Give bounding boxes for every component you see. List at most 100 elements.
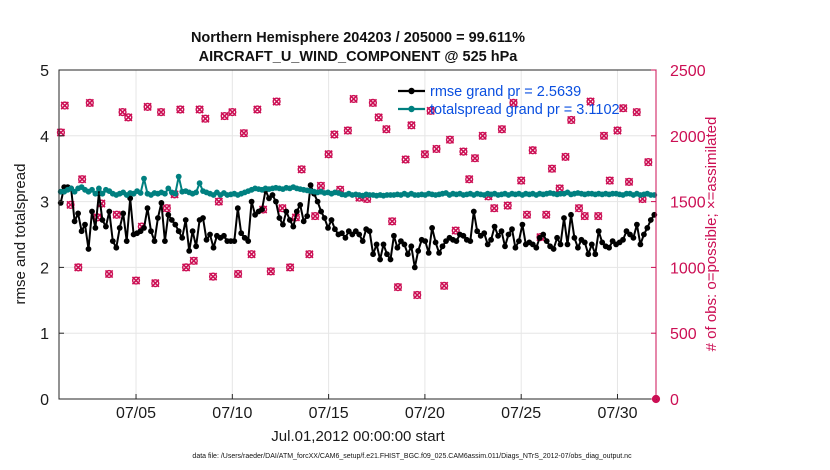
obs-assimilated-marker bbox=[470, 154, 480, 163]
rmse-point bbox=[377, 256, 383, 263]
rmse-point bbox=[342, 234, 349, 241]
rmse-point bbox=[453, 238, 460, 245]
obs-possible-marker bbox=[234, 269, 243, 279]
obs-possible-marker bbox=[574, 204, 584, 213]
obs-possible-marker bbox=[143, 102, 152, 111]
obs-possible-marker bbox=[60, 101, 69, 110]
rmse-point bbox=[488, 236, 494, 243]
rmse-point bbox=[474, 228, 481, 235]
obs-assimilated-marker bbox=[393, 282, 403, 292]
legend-spread-label: totalspread grand pr = 3.1102 bbox=[430, 102, 620, 118]
rmse-point bbox=[606, 244, 612, 251]
rmse-point bbox=[384, 251, 390, 258]
obs-assimilated-marker bbox=[555, 184, 564, 193]
obs-assimilated-marker bbox=[162, 204, 172, 213]
rmse-point bbox=[148, 228, 154, 235]
obs-assimilated-marker bbox=[124, 113, 133, 122]
rmse-point bbox=[581, 239, 588, 246]
obs-possible-marker bbox=[162, 204, 171, 213]
rmse-point bbox=[516, 238, 522, 245]
obs-assimilated-marker bbox=[413, 290, 422, 300]
rmse-point bbox=[189, 228, 196, 235]
obs-possible-marker bbox=[580, 211, 589, 221]
rmse-point bbox=[373, 241, 380, 248]
rmse-point bbox=[314, 198, 321, 205]
rmse-point bbox=[162, 238, 168, 245]
obs-possible-marker bbox=[151, 279, 160, 288]
rmse-point bbox=[151, 238, 158, 245]
obs-possible-marker bbox=[451, 226, 460, 235]
rmse-point bbox=[519, 221, 526, 228]
spread-point bbox=[196, 180, 203, 187]
obs-possible-marker bbox=[445, 135, 455, 144]
obs-possible-marker bbox=[74, 263, 83, 272]
rmse-point bbox=[394, 244, 401, 251]
obs-assimilated-marker bbox=[624, 177, 634, 187]
y-left-tick-label: 5 bbox=[40, 63, 49, 80]
obs-assimilated-marker bbox=[104, 269, 114, 279]
obs-possible-marker bbox=[195, 105, 204, 114]
obs-assimilated-marker bbox=[439, 281, 449, 290]
obs-possible-marker bbox=[586, 97, 595, 106]
rmse-point bbox=[495, 232, 501, 239]
obs-possible-marker bbox=[470, 154, 480, 163]
obs-possible-marker bbox=[407, 121, 416, 130]
rmse-point bbox=[568, 211, 574, 218]
obs-possible-marker bbox=[78, 175, 87, 184]
obs-possible-marker bbox=[547, 164, 557, 173]
obs-possible-marker bbox=[374, 113, 383, 122]
obs-possible-marker bbox=[324, 150, 333, 159]
obs-possible-marker bbox=[490, 204, 499, 213]
rmse-point bbox=[168, 217, 175, 223]
rmse-point bbox=[408, 243, 415, 250]
rmse-point bbox=[123, 238, 130, 245]
x-axis-label: Jul.01,2012 00:00:00 start bbox=[271, 428, 445, 445]
obs-assimilated-marker bbox=[310, 211, 320, 221]
rmse-point bbox=[359, 238, 366, 245]
spread-point bbox=[99, 190, 106, 197]
rmse-point bbox=[221, 232, 227, 239]
rmse-point bbox=[141, 225, 147, 231]
rmse-point bbox=[436, 250, 442, 256]
rmse-point bbox=[165, 211, 172, 218]
y-right-tick-label: 500 bbox=[670, 326, 697, 343]
obs-possible-marker bbox=[644, 158, 653, 167]
rmse-point bbox=[415, 248, 422, 254]
obs-possible-marker bbox=[272, 97, 281, 106]
rmse-point bbox=[325, 225, 331, 231]
rmse-point bbox=[370, 251, 376, 258]
rmse-point bbox=[439, 243, 446, 250]
obs-possible-marker bbox=[297, 165, 306, 174]
y-right-tick-label: 0 bbox=[670, 392, 679, 409]
rmse-point bbox=[585, 251, 592, 258]
obs-assimilated-marker bbox=[208, 272, 218, 281]
rmse-point bbox=[269, 192, 276, 198]
rmse-point bbox=[109, 238, 116, 245]
obs-possible-marker bbox=[311, 211, 320, 221]
obs-assimilated-marker bbox=[644, 157, 653, 167]
obs-possible-marker bbox=[239, 129, 248, 138]
rmse-point bbox=[231, 238, 238, 245]
obs-assimilated-marker bbox=[60, 101, 69, 110]
obs-assimilated-marker bbox=[247, 250, 256, 259]
rmse-point bbox=[460, 232, 467, 239]
obs-assimilated-marker bbox=[228, 107, 237, 117]
obs-assimilated-marker bbox=[426, 106, 435, 115]
spread-point bbox=[141, 175, 147, 182]
axes: 07/05 07/10 07/15 07/20 07/25 07/30 0 1 2 3 4 5 0 500… bbox=[40, 63, 706, 422]
rmse-point bbox=[200, 215, 206, 221]
chart-title-line1: Northern Hemisphere 204203 / 205000 = 99… bbox=[191, 30, 525, 46]
rmse-point bbox=[422, 238, 429, 245]
obs-possible-marker bbox=[528, 146, 537, 155]
obs-assimilated-marker bbox=[613, 126, 622, 135]
obs-assimilated-marker bbox=[594, 211, 603, 221]
obs-possible-marker bbox=[131, 276, 141, 285]
y-right-tick-label: 1500 bbox=[670, 195, 706, 212]
obs-assimilated-marker bbox=[316, 181, 326, 190]
y-left-tick-label: 4 bbox=[40, 129, 49, 146]
spread-point bbox=[137, 190, 144, 196]
obs-possible-marker bbox=[253, 105, 262, 114]
obs-possible-marker bbox=[349, 94, 358, 104]
obs-assimilated-marker bbox=[542, 210, 551, 219]
rmse-point bbox=[356, 231, 363, 238]
